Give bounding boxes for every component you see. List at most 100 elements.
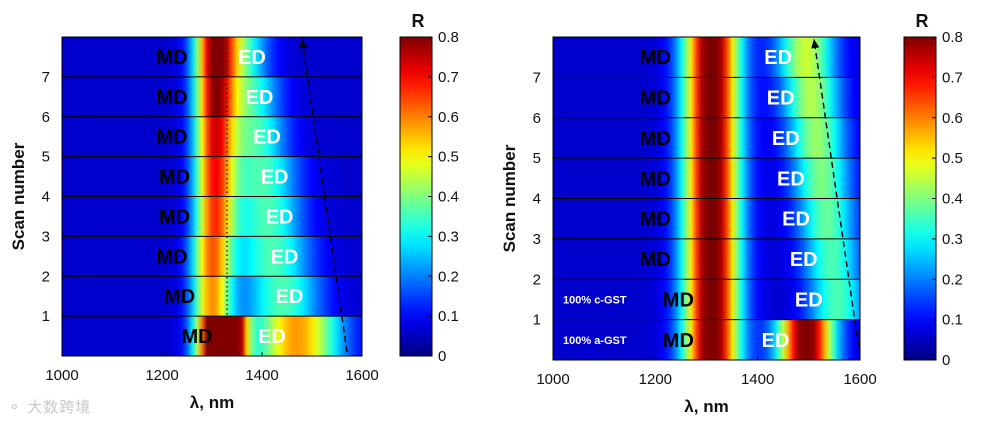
heatmap-row-scan-4 [62,156,362,197]
colorbar-tick-label: 0.8 [438,29,459,46]
y-tick-label: 4 [42,189,50,206]
md-label-scan-0: MD [181,326,212,348]
y-axis-label: Scan number [500,144,519,252]
colorbar-tick-label: 0.3 [942,231,963,248]
heatmap-overlay [62,38,362,353]
ed-shift-arrow [813,38,861,357]
heatmap-overlay [553,38,861,357]
colorbar-tick-label: 0.4 [438,189,459,206]
md-label-scan-6: MD [640,88,671,110]
y-tick-label: 7 [533,69,541,86]
y-tick-label: 3 [42,228,50,245]
ed-label-scan-2: ED [790,249,818,271]
colorbar-tick-label: 0.2 [438,268,459,285]
heatmap-row-scan-5 [553,117,860,159]
mode-labels: MD ED MD ED MD ED MD ED MD ED MD ED MD ED MD ED [156,47,303,348]
md-label-scan-7: MD [640,47,671,69]
heatmap-row-scan-4 [553,158,860,199]
state-label-scan-1: 100% c-GST [563,294,627,306]
colorbar-tick-label: 0.6 [438,109,459,126]
md-label-scan-1: MD [663,289,694,311]
y-tick-label: 6 [42,109,50,126]
y-tick-label: 3 [533,231,541,248]
x-tick-label: 1400 [245,367,278,384]
md-label-scan-3: MD [159,206,190,228]
colorbar-tick-label: 0.3 [438,228,459,245]
heatmap-row-scan-7 [553,37,860,78]
heatmap-row-scan-0 [62,316,362,356]
colorbar-tick-label: 0.1 [942,312,963,329]
heatmap-row-scan-3 [62,196,362,237]
md-label-scan-1: MD [164,286,195,308]
heatmap-row-scan-2 [62,236,362,277]
y-tick-label: 6 [533,110,541,127]
ed-shift-arrow [301,38,348,353]
ed-label-scan-6: ED [246,87,274,109]
ed-label-scan-5: ED [253,127,281,149]
colorbar-tick-label: 0.7 [942,69,963,86]
colorbar-tick-label: 0.7 [438,69,459,86]
colorbar-tick-label: 0.8 [942,29,963,46]
ed-label-scan-3: ED [266,206,294,228]
colorbar-tick-label: 0.5 [438,149,459,166]
y-tick-label: 4 [533,191,541,208]
heatmap-row-scan-6 [553,77,860,118]
y-tick-label: 2 [533,271,541,288]
y-tick-label: 5 [533,150,541,167]
x-tick-label: 1200 [145,367,178,384]
ed-label-scan-3: ED [782,209,810,231]
md-label-scan-2: MD [156,246,187,268]
colorbar-tick-label: 0.1 [438,308,459,325]
ed-label-scan-4: ED [777,168,805,190]
x-axis-label: λ, nm [684,397,728,416]
x-axis-ticks: 1000 1200 1400 1600 [536,356,877,388]
md-label-scan-4: MD [640,168,671,190]
colorbar-tick-label: 0.5 [942,150,963,167]
y-axis-ticks: 1 2 3 4 5 6 7 [42,69,66,325]
x-tick-label: 1000 [536,371,569,388]
x-tick-label: 1200 [639,371,672,388]
y-tick-label: 1 [42,308,50,325]
heatmap-row-scan-0 [553,319,860,360]
ed-shift-arrowhead [299,38,308,49]
ed-label-scan-0: ED [258,326,286,348]
md-label-scan-5: MD [156,127,187,149]
colorbar-label: R [412,11,425,31]
heatmap-panel-right: MD ED 100% a-GST MD ED 100% c-GST MD ED MD ED MD ED… [500,11,963,416]
x-tick-label: 1600 [843,371,876,388]
heatmap-row-scan-6 [62,76,362,117]
colorbar-gradient [399,36,433,357]
watermark: ⚬ 大数跨境 [8,396,91,417]
heatmap-rows [553,37,860,360]
colorbar-gradient [903,36,937,361]
ed-label-scan-7: ED [764,47,792,69]
md-label-scan-4: MD [159,167,190,189]
x-tick-label: 1400 [741,371,774,388]
colorbar: 0 0.1 0.2 0.3 0.4 0.5 0.6 0.7 0.8 [399,29,459,365]
state-label-scan-0: 100% a-GST [563,335,627,347]
heatmap-row-scan-7 [62,37,362,77]
ed-shift-arrowhead [811,39,820,49]
colorbar-tick-label: 0.2 [942,271,963,288]
heatmap-row-scan-1 [62,276,362,317]
md-label-scan-6: MD [156,87,187,109]
ed-label-scan-4: ED [261,167,289,189]
watermark-icon: ⚬ [8,398,22,416]
colorbar-label: R [916,11,929,31]
heatmap-rows [62,37,362,356]
heatmap-row-scan-3 [553,198,860,239]
colorbar-tick-label: 0 [438,348,446,365]
colorbar-tick-label: 0 [942,352,950,369]
x-tick-label: 1600 [345,367,378,384]
y-tick-label: 5 [42,149,50,166]
md-label-scan-5: MD [640,128,671,150]
ed-label-scan-7: ED [238,47,266,69]
colorbar-tick-label: 0.4 [942,191,963,208]
ed-label-scan-1: ED [276,286,304,308]
y-tick-label: 1 [533,312,541,329]
ed-label-scan-6: ED [767,88,795,110]
x-axis-ticks: 1000 1200 1400 1600 [45,352,379,384]
heatmap-row-scan-5 [62,116,362,157]
heatmap-row-scan-1 [553,279,860,320]
